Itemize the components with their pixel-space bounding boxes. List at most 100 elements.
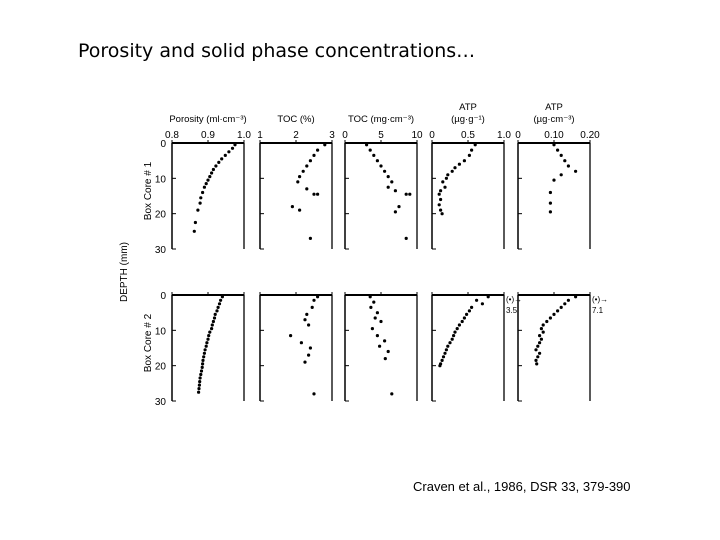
annotation-0-0: (•)→	[506, 295, 522, 304]
y-tick-label-0-0: 0	[160, 139, 166, 150]
column-header-1-0: TOC (%)	[277, 114, 314, 125]
data-point-r1-c3-1	[475, 298, 479, 302]
data-point-r0-c4-0	[552, 143, 556, 147]
x-tick-label-1-2: 3	[329, 130, 335, 141]
column-header-3-0: ATP	[459, 102, 477, 113]
data-point-r1-c4-16	[538, 351, 542, 355]
data-point-r1-c1-2	[310, 305, 314, 309]
x-tick-label-4-2: 0.20	[580, 130, 600, 141]
data-point-r0-c0-7	[211, 167, 215, 172]
data-point-r0-c0-2	[227, 150, 231, 154]
data-point-r1-c1-5	[307, 323, 311, 327]
data-point-r1-c1-9	[307, 353, 311, 357]
data-point-r0-c2-13	[393, 210, 397, 214]
data-point-r1-c0-24	[198, 380, 202, 384]
slide-title: Porosity and solid phase concentrations…	[78, 40, 476, 62]
data-point-r0-c0-15	[198, 201, 202, 205]
data-point-r1-c1-1	[312, 298, 316, 302]
data-point-r1-c4-6	[548, 316, 553, 320]
data-point-r1-c2-0	[368, 295, 372, 299]
data-point-r1-c4-12	[539, 337, 544, 341]
citation: Craven et al., 1986, DSR 33, 379-390	[413, 479, 631, 494]
data-point-r1-c2-2	[369, 305, 373, 309]
data-point-r0-c1-12	[298, 208, 302, 212]
x-tick-label-2-0: 0	[342, 130, 348, 141]
data-point-r1-c3-3	[470, 305, 474, 309]
data-point-r1-c0-8	[210, 323, 214, 327]
data-point-r1-c0-1	[219, 298, 223, 302]
data-point-r0-c0-3	[223, 153, 227, 157]
data-point-r1-c2-6	[370, 327, 374, 331]
data-point-r0-c4-6	[559, 173, 563, 177]
data-point-r1-c1-0	[316, 295, 320, 299]
data-point-r1-c3-18	[440, 358, 444, 362]
data-point-r1-c0-22	[199, 372, 203, 377]
data-point-r0-c1-11	[290, 205, 294, 209]
data-point-r1-c0-16	[202, 351, 206, 355]
data-point-r0-c0-8	[210, 171, 214, 175]
data-point-r1-c4-8	[541, 323, 545, 327]
data-point-r1-c2-8	[383, 339, 387, 343]
data-point-r0-c1-4	[305, 164, 309, 168]
data-point-r0-c3-10	[443, 185, 447, 189]
data-point-r1-c4-0	[574, 295, 578, 299]
data-point-r1-c4-17	[536, 355, 540, 359]
data-point-r1-c3-12	[450, 337, 454, 341]
x-tick-label-0-0: 0.8	[165, 130, 179, 141]
y-tick-label-0-1: 10	[155, 174, 167, 185]
data-point-r0-c3-13	[439, 197, 443, 202]
data-point-r1-c0-2	[217, 302, 222, 306]
data-point-r1-c0-17	[202, 355, 206, 359]
annotation-1-1: 7.1	[592, 306, 604, 315]
data-point-r0-c4-10	[548, 210, 553, 214]
data-point-r0-c1-10	[316, 192, 320, 196]
y-tick-label-0-3: 30	[155, 245, 167, 256]
data-point-r1-c3-13	[448, 341, 452, 345]
column-header-4-1: (µg·cm⁻³)	[533, 114, 574, 125]
data-point-r1-c0-0	[220, 295, 224, 299]
y-tick-label-0-2: 20	[155, 210, 167, 221]
data-point-r1-c0-9	[210, 327, 214, 331]
data-point-r0-c2-9	[393, 189, 397, 193]
data-point-r1-c4-7	[545, 319, 549, 324]
column-header-0-0: Porosity (ml·cm⁻³)	[169, 114, 246, 125]
data-point-r1-c0-14	[204, 344, 208, 348]
x-tick-label-1-0: 1	[257, 130, 263, 141]
data-point-r1-c3-17	[441, 355, 446, 359]
data-point-r0-c0-5	[217, 160, 221, 164]
data-point-r1-c0-13	[205, 341, 209, 345]
y-tick-label-1-0: 0	[160, 291, 166, 302]
data-point-r0-c2-4	[379, 164, 383, 168]
data-point-r0-c0-12	[202, 185, 206, 189]
data-point-r0-c0-18	[192, 229, 196, 233]
data-point-r0-c0-4	[220, 157, 224, 161]
data-point-r1-c0-25	[197, 383, 201, 387]
annotation-1-0: (•)→	[592, 295, 608, 304]
data-point-r1-c4-11	[538, 334, 542, 338]
data-point-r1-c1-3	[305, 312, 309, 316]
data-point-r1-c2-9	[378, 344, 382, 348]
x-tick-label-4-0: 0	[515, 130, 521, 141]
data-point-r0-c1-9	[312, 192, 316, 196]
data-point-r1-c0-21	[199, 369, 204, 373]
x-tick-label-2-2: 10	[411, 130, 423, 141]
x-tick-label-3-1: 0.5	[461, 130, 475, 141]
x-tick-label-0-1: 0.9	[201, 130, 215, 141]
data-point-r0-c4-1	[556, 148, 560, 152]
data-point-r1-c0-6	[212, 316, 217, 320]
data-point-r1-c4-14	[536, 344, 540, 348]
data-point-r0-c3-15	[439, 208, 443, 212]
data-point-r1-c3-0	[486, 295, 490, 299]
data-point-r0-c3-9	[441, 180, 445, 184]
data-point-r1-c1-8	[308, 346, 312, 350]
column-header-4-0: ATP	[545, 102, 563, 113]
column-header-3-1: (µg·g⁻¹)	[451, 114, 485, 125]
data-point-r1-c3-14	[446, 344, 450, 348]
data-point-r1-c3-4	[467, 309, 471, 313]
data-point-r0-c2-2	[372, 153, 376, 157]
data-point-r0-c1-8	[305, 187, 309, 191]
data-point-r0-c2-12	[397, 205, 401, 209]
x-tick-label-1-1: 2	[293, 130, 299, 141]
data-point-r1-c3-7	[460, 319, 464, 324]
data-point-r0-c2-11	[408, 192, 412, 196]
